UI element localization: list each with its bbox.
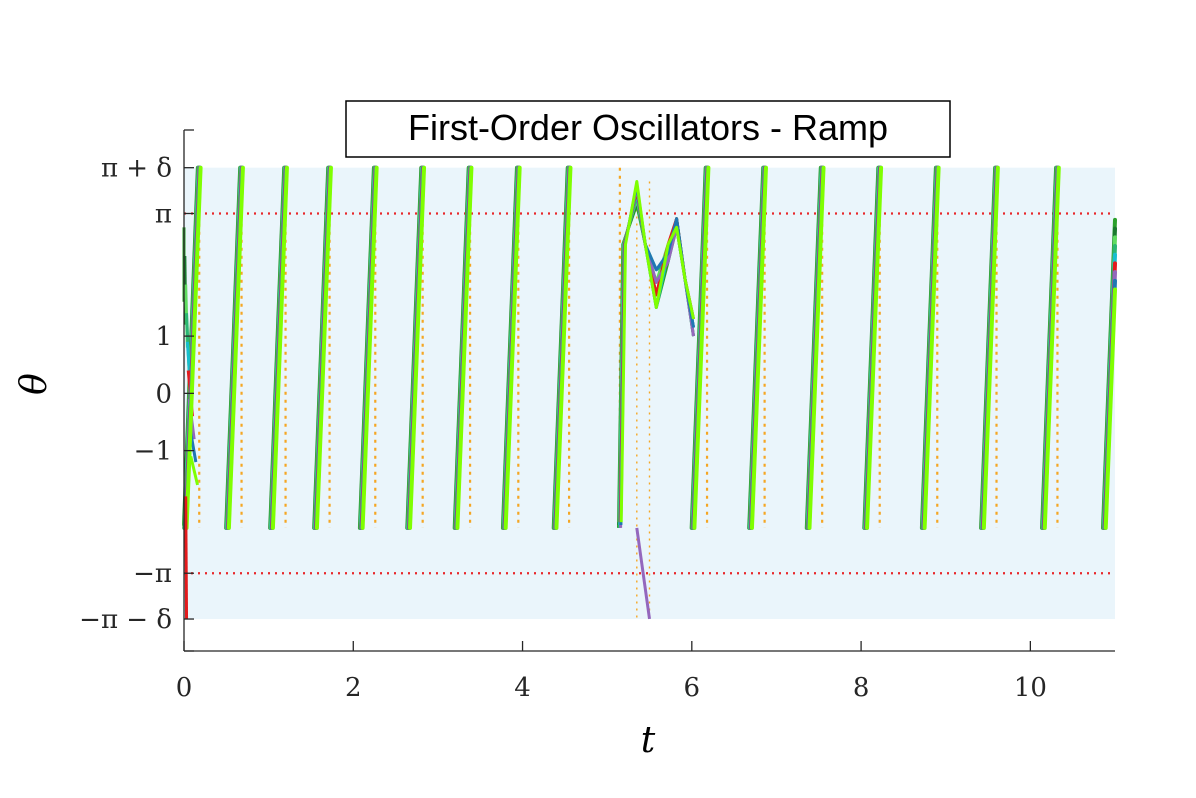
ramp-segment [226,165,245,530]
ramp-segment [314,165,333,530]
x-tick-label: 4 [514,673,531,703]
x-tick-label: 8 [853,673,870,703]
y-tick-label: π + δ [101,154,172,184]
x-tick-label: 2 [345,673,362,703]
x-tick-label: 6 [684,673,701,703]
series-line [184,165,1117,530]
y-tick-label: π [155,199,172,229]
ramp-segment [184,165,203,530]
ramp-segment [554,165,573,530]
y-tick-label: 0 [155,379,172,409]
ramp-segment [270,165,289,530]
initial-segment [189,455,200,486]
ramp-segment [807,165,826,530]
y-tick-label: 1 [155,322,172,352]
x-tick-label: 10 [1014,673,1047,703]
x-axis-label: t [641,720,656,761]
initial-segment [184,496,189,619]
y-tick-label: −π − δ [79,605,172,635]
ramp-segment [503,165,522,530]
chart-title: First-Order Oscillators - Ramp [408,107,888,148]
y-tick-label: −1 [134,437,172,467]
y-axis-label: θ [14,373,55,395]
ramp-segment [455,165,474,530]
falling-segment [635,527,651,620]
x-tick-label: 0 [176,673,193,703]
y-tick-label: −π [133,559,172,589]
disturbance-curve [619,180,695,523]
plot-area [182,165,1117,620]
chart-title-box: First-Order Oscillators - Ramp [345,100,951,158]
ramp-segment [865,165,884,530]
ramp-segment [1042,165,1061,530]
ramp-segment [1103,287,1117,530]
ramp-segment [749,165,768,530]
ramp-segment [360,165,379,530]
ramp-segment [692,165,711,530]
ramp-segment [408,165,427,530]
ramp-segment [981,165,1000,530]
ramp-segment [922,165,941,530]
